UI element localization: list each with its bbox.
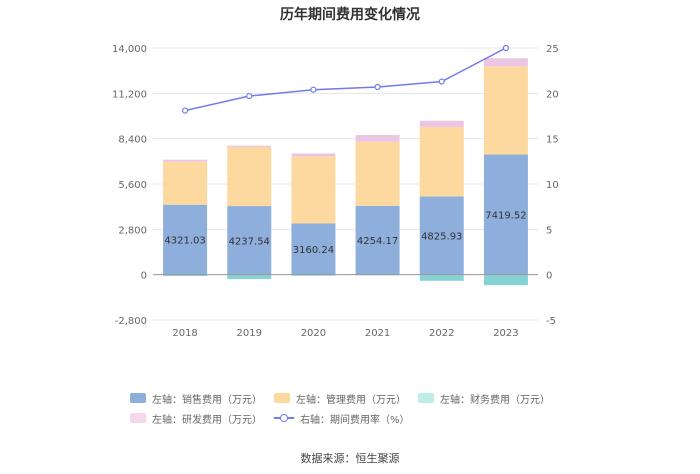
bar-finance [227, 274, 272, 280]
bar-finance [483, 274, 528, 286]
bar-value-label: 4825.93 [421, 232, 462, 243]
legend-label-admin: 左轴：管理费用（万元） [296, 394, 406, 406]
legend-item-sales[interactable]: 左轴：销售费用（万元） [130, 391, 262, 406]
legend-swatch-admin [274, 393, 290, 403]
bar-value-label: 4254.17 [357, 236, 398, 247]
rate-point [374, 83, 381, 91]
bar-sales [419, 196, 464, 275]
left-tick-label: 0 [141, 271, 147, 282]
bar-sales [483, 154, 528, 275]
bar-rd [419, 120, 464, 127]
x-tick-label: 2022 [429, 328, 454, 339]
right-tick-label: 20 [546, 89, 559, 100]
x-tick-label: 2019 [237, 328, 262, 339]
legend-label-sales: 左轴：销售费用（万元） [152, 394, 262, 406]
legend-swatch-sales [130, 393, 146, 403]
x-tick-label: 2020 [301, 328, 326, 339]
right-tick-label: 15 [546, 135, 559, 146]
legend-swatch-rate [274, 413, 294, 423]
rate-line [184, 47, 507, 112]
bar-admin [227, 146, 272, 207]
left-tick-label: 11,200 [112, 89, 147, 100]
left-tick-label: -2,800 [115, 316, 147, 327]
legend-item-admin[interactable]: 左轴：管理费用（万元） [274, 391, 406, 406]
bar-value-label: 7419.52 [485, 211, 526, 222]
x-tick-label: 2021 [365, 328, 390, 339]
legend: 左轴：销售费用（万元） 左轴：管理费用（万元） 左轴：财务费用（万元） 左轴：研… [130, 388, 590, 428]
bar-sales [227, 206, 272, 275]
bar-admin [355, 141, 400, 206]
legend-label-rd: 左轴：研发费用（万元） [152, 414, 262, 426]
bar-sales [163, 204, 208, 275]
bar-admin [163, 161, 208, 205]
right-tick-label: 0 [546, 271, 552, 282]
x-tick-label: 2018 [172, 328, 197, 339]
legend-item-rate[interactable]: 右轴：期间费用率（%） [274, 411, 410, 426]
rate-point [181, 107, 189, 114]
bar-sales [291, 223, 336, 275]
right-tick-label: 5 [546, 225, 552, 236]
chart-title: 历年期间费用变化情况 [280, 7, 420, 23]
legend-label-finance: 左轴：财务费用（万元） [440, 394, 550, 406]
bar-admin [291, 156, 336, 224]
bar-value-label: 3160.24 [293, 245, 334, 256]
legend-item-finance[interactable]: 左轴：财务费用（万元） [418, 391, 550, 406]
left-tick-label: 5,600 [118, 180, 147, 191]
rate-point [310, 86, 317, 93]
bar-sales [355, 205, 400, 275]
chart-canvas: -2,800 0 2,800 5,600 8,400 11,200 14,000 -5 0 5 10… [112, 44, 559, 339]
legend-swatch-finance [418, 393, 434, 403]
bar-finance [163, 274, 208, 276]
rate-point [438, 78, 445, 85]
left-tick-label: 2,800 [118, 225, 147, 236]
bar-value-label: 4321.03 [164, 236, 205, 247]
rate-point [246, 92, 253, 100]
right-tick-label: 10 [546, 180, 559, 191]
bar-rd [291, 153, 336, 157]
bar-rd [483, 58, 528, 67]
bar-value-label: 4237.54 [229, 236, 270, 247]
bar-admin [483, 66, 528, 155]
x-tick-label: 2023 [493, 328, 518, 339]
right-tick-label: -5 [546, 316, 556, 327]
legend-label-rate: 右轴：期间费用率（%） [300, 414, 410, 426]
bar-rd [163, 159, 208, 162]
bar-admin [419, 126, 464, 197]
data-source: 数据来源：恒生聚源 [300, 452, 400, 465]
bar-rd [355, 135, 400, 142]
right-tick-label: 25 [546, 44, 559, 55]
legend-swatch-rd [130, 413, 146, 423]
rate-point [502, 44, 510, 52]
bar-rd [227, 145, 272, 147]
legend-item-rd[interactable]: 左轴：研发费用（万元） [130, 411, 262, 426]
bar-finance [419, 274, 464, 281]
left-tick-label: 8,400 [118, 135, 147, 146]
left-tick-label: 14,000 [112, 44, 147, 55]
